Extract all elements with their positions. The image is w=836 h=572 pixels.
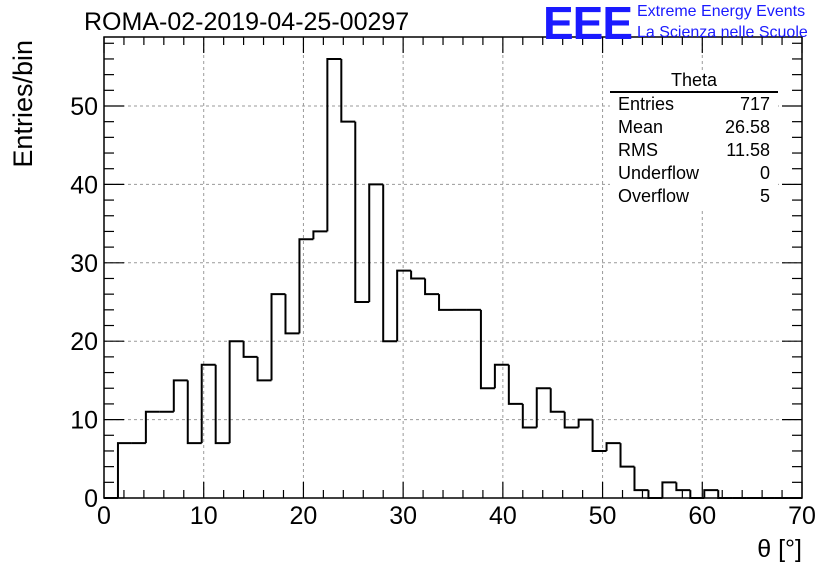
y-tick-label: 50 [70, 93, 98, 121]
histogram-bin [396, 269, 412, 342]
histogram-bin [577, 418, 593, 428]
histogram-bin [521, 403, 537, 429]
histogram-bin [186, 380, 202, 445]
axes [103, 36, 803, 499]
eee-logo: EEE [543, 0, 633, 49]
stats-label: Underflow [618, 163, 700, 183]
histogram-bin [507, 364, 523, 405]
histogram-bin [242, 341, 258, 358]
histogram-bin [563, 411, 579, 429]
histogram-bin [535, 387, 551, 428]
stats-value: 11.58 [726, 140, 770, 160]
stats-label: Entries [618, 94, 675, 114]
histogram-bin [354, 121, 370, 303]
histogram-bin [172, 379, 188, 412]
x-tick-label: 70 [788, 502, 816, 530]
y-axis-label: Entries/bin [8, 40, 38, 168]
histogram-bin [144, 410, 160, 444]
histogram-bin [479, 309, 495, 390]
stats-row-mean: Mean 26.58 [610, 116, 778, 139]
grid-lines [104, 37, 802, 498]
histogram-bin [703, 489, 719, 498]
stats-row-rms: RMS 11.58 [610, 139, 778, 162]
histogram-bin [661, 481, 677, 498]
x-tick-label: 60 [688, 502, 716, 530]
x-tick-label: 20 [290, 502, 318, 530]
histogram-bin [410, 270, 426, 280]
histogram-bin [382, 184, 398, 343]
y-tick-label: 40 [70, 171, 98, 199]
x-tick-label: 50 [589, 502, 617, 530]
stats-value: 0 [759, 163, 770, 183]
histogram-bin [116, 442, 132, 498]
stats-row-overflow: Overflow 5 [610, 185, 778, 208]
x-tick-label: 40 [489, 502, 517, 530]
y-tick-label: 20 [70, 328, 98, 356]
x-tick-label: 30 [389, 502, 417, 530]
histogram-bin [647, 490, 663, 499]
stats-value: 5 [759, 186, 770, 206]
histogram-bin [633, 466, 649, 492]
histogram-bin [270, 293, 286, 381]
y-tick-label: 10 [70, 407, 98, 435]
logo-subtitle-2: La Scienza nelle Scuole [637, 24, 808, 41]
plot-frame [103, 36, 803, 499]
histogram-bin [438, 294, 453, 311]
histogram-bin [298, 238, 314, 334]
stats-row-underflow: Underflow 0 [610, 162, 778, 185]
stats-value: 717 [739, 94, 770, 114]
histogram-bin [424, 278, 440, 296]
histogram-bin [200, 363, 216, 444]
histogram-bin [549, 388, 565, 413]
stats-row-entries: Entries 717 [610, 93, 778, 116]
histogram-bin [214, 364, 230, 445]
y-tick-label: 0 [84, 485, 98, 513]
chart-title: ROMA-02-2019-04-25-00297 [84, 8, 410, 36]
stats-label: Overflow [618, 186, 690, 206]
x-axis-label: θ [°] [757, 535, 802, 563]
y-tick-label: 30 [70, 250, 98, 278]
logo-subtitle-1: Extreme Energy Events [637, 3, 806, 20]
histogram-bin [326, 57, 342, 232]
histogram-bin [368, 183, 384, 302]
stats-box: Theta Entries 717 Mean 26.58 RMS 11.58 U… [610, 70, 778, 208]
histogram-bin [256, 356, 272, 382]
histogram-bin [228, 340, 244, 444]
histogram-series [104, 57, 802, 499]
histogram-bin [675, 482, 691, 492]
histogram-bin [619, 443, 635, 468]
histogram-bin [284, 294, 300, 335]
histogram-bin [591, 419, 607, 452]
x-tick-label: 0 [97, 502, 111, 530]
histogram-bin [312, 230, 328, 240]
histogram-bin [717, 490, 733, 499]
histogram-bin [493, 363, 509, 389]
histogram-bin [340, 58, 356, 123]
stats-value: 26.58 [724, 117, 770, 137]
stats-label: RMS [618, 140, 658, 160]
histogram-bin [605, 442, 621, 451]
stats-label: Mean [618, 117, 664, 137]
stats-title: Theta [610, 70, 778, 93]
x-tick-label: 10 [190, 502, 218, 530]
